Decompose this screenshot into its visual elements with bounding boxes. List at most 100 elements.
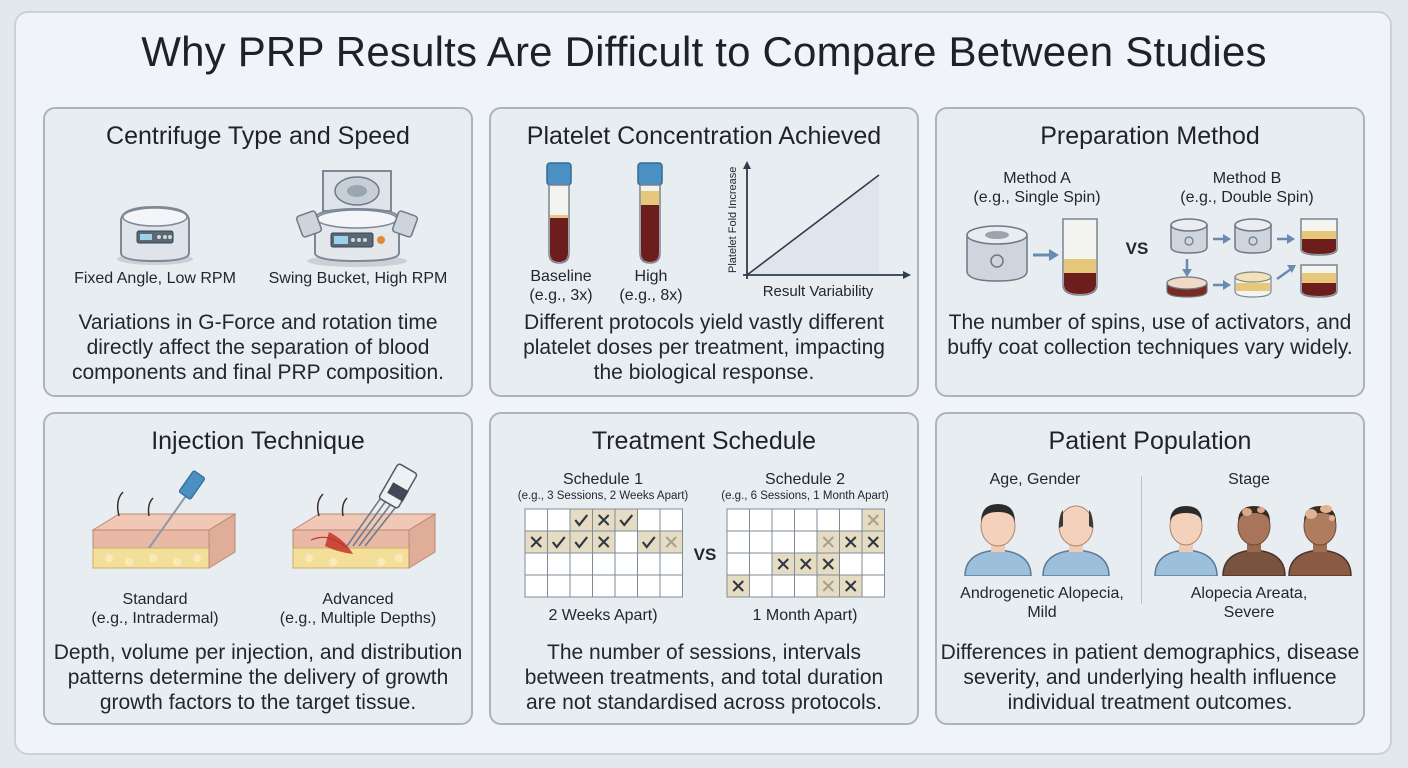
group-b-header: Stage — [1228, 471, 1270, 488]
panel-title: Patient Population — [1048, 427, 1252, 455]
cross-icon — [598, 514, 610, 526]
variability-chart: Platelet Fold Increase — [727, 161, 911, 279]
group-a-label: Androgenetic Alopecia, Mild — [960, 585, 1124, 621]
check-icon — [619, 514, 634, 527]
calendar-day-cell — [794, 574, 818, 598]
panel-platelet-concentration: Platelet Concentration Achieved Baseline… — [489, 107, 919, 397]
calendar-day-cell — [614, 552, 638, 576]
cross-icon — [530, 536, 542, 548]
panel-description: Variations in G-Force and rotation time … — [72, 311, 444, 384]
panel-description: The number of sessions, intervals betwee… — [524, 641, 884, 714]
group-divider — [1141, 476, 1142, 604]
vs-label: VS — [1125, 239, 1149, 258]
calendar-day-cell — [637, 574, 661, 598]
panel-title: Injection Technique — [151, 427, 365, 455]
check-icon — [551, 536, 566, 549]
double-spin-diagram — [1166, 218, 1338, 298]
calendar-day-cell — [749, 552, 773, 576]
calendar-day-cell — [547, 508, 571, 532]
calendar-day-cell — [614, 574, 638, 598]
standard-label: Standard (e.g., Intradermal) — [91, 591, 219, 627]
schedule-1-label: Schedule 1 — [562, 471, 644, 488]
high-concentration-tube-icon — [637, 162, 663, 264]
panel-patient-population: Patient Population Age, Gender Stage — [935, 412, 1365, 725]
cross-icon — [598, 536, 610, 548]
calendar-day-cell — [569, 574, 593, 598]
schedule-2-sub: (e.g., 6 Sessions, 1 Month Apart) — [721, 490, 889, 502]
fixed-angle-label: Fixed Angle, Low RPM — [74, 270, 236, 287]
schedule-2-label: Schedule 2 — [764, 471, 846, 488]
advanced-injection-icon — [291, 463, 437, 569]
calendar-day-cell — [637, 530, 661, 554]
calendar-day-cell — [547, 530, 571, 554]
panel-title: Platelet Concentration Achieved — [526, 122, 882, 150]
calendar-day-cell — [614, 530, 638, 554]
schedule-1-caption: 2 Weeks Apart) — [548, 607, 658, 624]
y-axis-label: Platelet Fold Increase — [727, 167, 739, 273]
panel-description: The number of spins, use of activators, … — [947, 311, 1353, 359]
patient-avatar-icon — [1154, 506, 1218, 576]
alopecia-patient-icon — [1288, 505, 1352, 576]
standard-injection-icon — [91, 470, 237, 569]
calendar-day-cell — [794, 530, 818, 554]
patient-avatar-icon — [964, 504, 1032, 576]
calendar-day-cell — [614, 508, 638, 532]
group-a-header: Age, Gender — [989, 471, 1081, 488]
calendar-day-cell — [726, 530, 750, 554]
calendar-day-cell — [569, 530, 593, 554]
calendar-day-cell — [524, 552, 548, 576]
panel-description: Differences in patient demographics, dis… — [940, 641, 1360, 714]
panel-centrifuge: Centrifuge Type and Speed Fixed Angle, L… — [43, 107, 473, 397]
cross-icon — [845, 536, 857, 548]
calendar-day-cell — [726, 508, 750, 532]
calendar-day-cell — [749, 508, 773, 532]
balding-patient-icon — [1042, 505, 1110, 576]
schedule-1-sub: (e.g., 3 Sessions, 2 Weeks Apart) — [517, 490, 689, 502]
swing-bucket-centrifuge-icon — [295, 170, 419, 267]
cross-icon — [732, 580, 744, 592]
cross-icon — [777, 558, 789, 570]
calendar-day-cell — [547, 552, 571, 576]
calendar-day-cell — [659, 574, 683, 598]
cross-icon — [845, 580, 857, 592]
cross-icon — [867, 536, 879, 548]
calendar-day-cell — [771, 530, 795, 554]
check-icon — [641, 536, 656, 549]
vs-label: VS — [693, 545, 717, 564]
panel-title: Preparation Method — [1040, 122, 1260, 150]
panel-description: Depth, volume per injection, and distrib… — [53, 641, 463, 714]
calendar-day-cell — [659, 552, 683, 576]
check-icon — [574, 514, 589, 527]
calendar-day-cell — [749, 574, 773, 598]
fixed-angle-centrifuge-icon — [117, 205, 193, 265]
calendar-day-cell — [839, 508, 863, 532]
calendar-day-cell — [794, 508, 818, 532]
method-b-label: Method B (e.g., Double Spin) — [1180, 170, 1314, 206]
panel-title: Centrifuge Type and Speed — [106, 122, 410, 150]
calendar-day-cell — [592, 574, 616, 598]
panel-title: Treatment Schedule — [591, 427, 817, 455]
schedule-2-calendar — [726, 508, 885, 598]
calendar-day-cell — [749, 530, 773, 554]
x-axis-label: Result Variability — [762, 283, 874, 300]
panel-treatment-schedule: Treatment Schedule Schedule 1 (e.g., 3 S… — [489, 412, 919, 725]
calendar-day-cell — [637, 552, 661, 576]
schedule-1-calendar — [524, 508, 683, 598]
calendar-day-cell — [839, 552, 863, 576]
alopecia-patient-icon — [1222, 506, 1286, 576]
method-a-label: Method A (e.g., Single Spin) — [973, 170, 1101, 206]
calendar-day-cell — [771, 508, 795, 532]
cross-icon — [867, 514, 879, 526]
calendar-day-cell — [861, 552, 885, 576]
cross-icon — [800, 558, 812, 570]
calendar-day-cell — [659, 508, 683, 532]
single-spin-diagram — [966, 218, 1098, 296]
swing-bucket-label: Swing Bucket, High RPM — [268, 270, 448, 287]
advanced-label: Advanced (e.g., Multiple Depths) — [279, 591, 437, 627]
calendar-day-cell — [569, 508, 593, 532]
cross-icon — [665, 536, 677, 548]
cross-icon — [822, 558, 834, 570]
calendar-day-cell — [637, 508, 661, 532]
calendar-day-cell — [524, 574, 548, 598]
group-b-label: Alopecia Areata, Severe — [1190, 585, 1308, 621]
